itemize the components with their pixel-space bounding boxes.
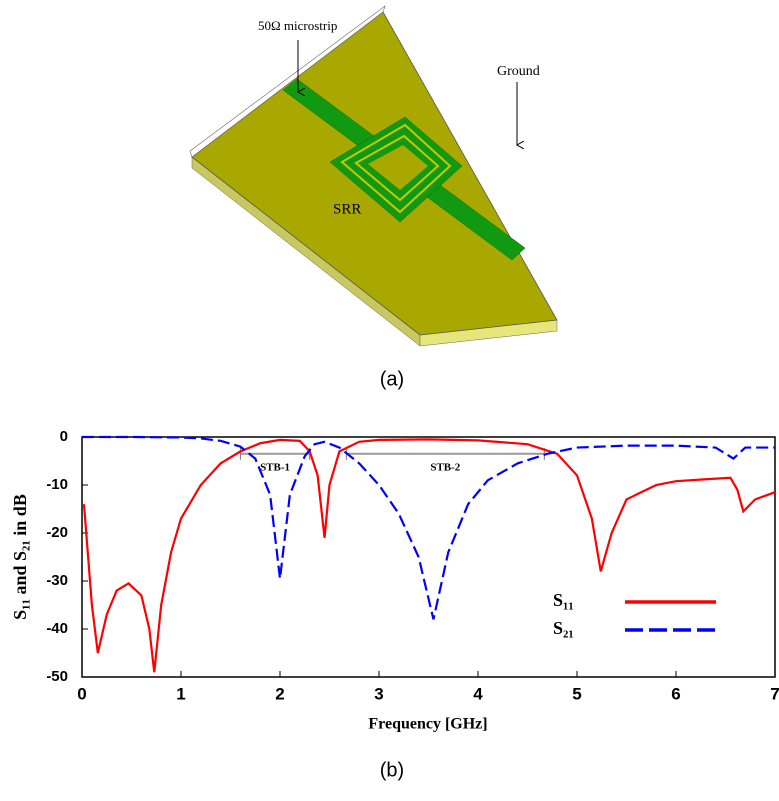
x-tick-label: 0 [77,684,86,703]
band-label: STB-2 [430,461,460,473]
y-tick-label: -50 [46,668,68,685]
x-tick-label: 1 [176,684,185,703]
legend-label: S₁₁ [553,590,574,610]
x-tick-label: 2 [275,684,284,703]
y-axis-label: S₁₁ and S₂₁ in dB [10,494,30,620]
x-axis-label: Frequency [GHz] [368,716,487,733]
figure: 50Ω microstrip Ground SRR (a) (b) Freque… [0,0,779,796]
board-diagram: 50Ω microstrip Ground SRR [190,6,557,346]
label: SRR [333,201,361,217]
curve [82,437,775,619]
legend-label: S₂₁ [553,618,574,638]
y-tick-label: -10 [46,476,68,493]
caption: (b) [380,759,404,781]
y-tick-label: 0 [60,428,68,445]
page: 50Ω microstrip Ground SRR (a) (b) Freque… [0,0,779,796]
label: Ground [497,64,540,79]
x-tick-label: 4 [473,684,483,703]
x-tick-label: 5 [572,684,581,703]
x-tick-label: 6 [671,684,680,703]
label: 50Ω microstrip [258,18,337,33]
y-tick-label: -20 [46,524,68,541]
y-tick-label: -30 [46,572,68,589]
plot-frame [82,437,775,677]
x-tick-label: 7 [770,684,779,703]
x-tick-label: 3 [374,684,383,703]
band-label: STB-1 [260,461,290,473]
curve [84,439,775,672]
caption: (a) [380,368,404,390]
y-tick-label: -40 [46,620,68,637]
